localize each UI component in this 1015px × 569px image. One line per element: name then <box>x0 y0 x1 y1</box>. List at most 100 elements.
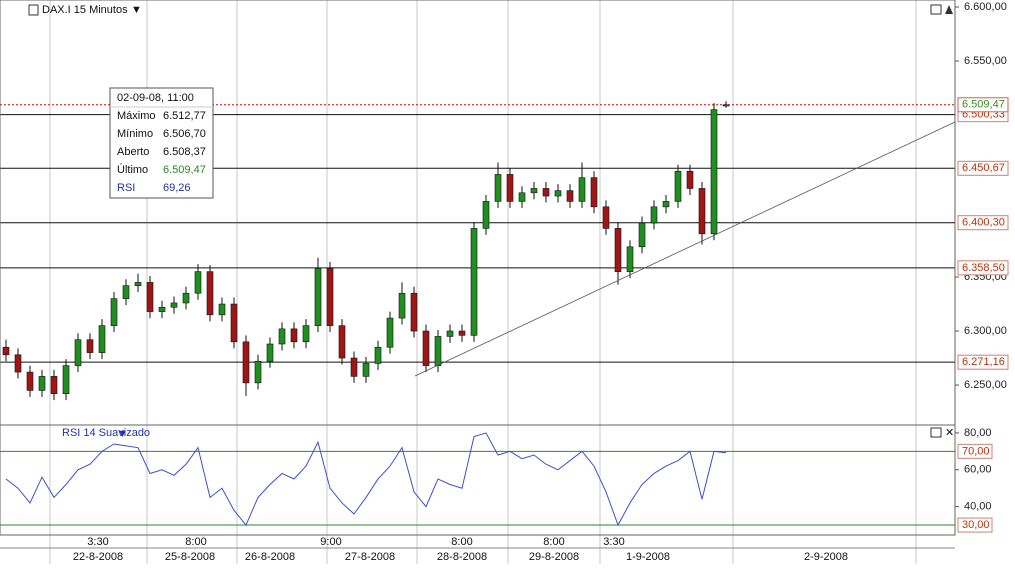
candle-body <box>722 104 730 107</box>
level-label-box <box>957 517 993 533</box>
candle-body <box>614 228 622 272</box>
close-button[interactable]: ✕ <box>945 427 954 439</box>
candle-body <box>482 201 490 229</box>
candle-body <box>578 177 586 202</box>
candle-body <box>14 354 22 373</box>
candle-body <box>110 298 118 326</box>
y-tick-label: 6.600,00 <box>964 1 1007 13</box>
level-label-box <box>957 354 1009 370</box>
candle-body <box>710 109 718 235</box>
candle-body <box>638 222 646 248</box>
candle-body <box>686 170 694 189</box>
tooltip-value: 6.508,37 <box>163 146 206 158</box>
level-label: 6.358,50 <box>962 262 1005 274</box>
x-time-label: 8:00 <box>451 536 472 548</box>
tooltip-value: 69,26 <box>163 182 191 194</box>
candle-body <box>410 292 418 332</box>
candle-body <box>554 190 562 197</box>
candle-body <box>626 246 634 272</box>
candle-body <box>518 192 526 202</box>
symbol-icon[interactable] <box>28 4 39 16</box>
candle-body <box>470 228 478 336</box>
tooltip-label: Aberto <box>117 146 149 158</box>
tooltip-label: Máximo <box>117 110 156 122</box>
candle-body <box>602 206 610 229</box>
level-label: 6.450,67 <box>962 162 1005 174</box>
chart-title[interactable]: DAX.I 15 Minutos <box>42 4 128 16</box>
level-label-box <box>957 97 1009 113</box>
candle-body <box>422 330 430 366</box>
candle-body <box>650 206 658 224</box>
level-label-box <box>957 160 1009 176</box>
dropdown-arrow[interactable]: ▼ <box>117 428 128 440</box>
alert-icon[interactable] <box>945 5 953 14</box>
rsi-level-label: 30,00 <box>962 519 990 531</box>
candle-body <box>506 174 514 202</box>
candle-body <box>386 317 394 348</box>
tooltip: 02-09-08, 11:00 Máximo 6.512,77 Mínimo 6.50… <box>109 87 214 199</box>
candle-body <box>158 306 166 312</box>
rsi-title[interactable]: RSI 14 Suavizado <box>62 427 150 439</box>
candle-body <box>530 188 538 194</box>
maximize-button[interactable] <box>930 4 942 15</box>
candle-body <box>26 371 34 391</box>
candle-body <box>494 174 502 202</box>
rsi-tick-label: 40,00 <box>964 501 992 513</box>
y-tick-label: 6.550,00 <box>964 55 1007 67</box>
candle-body <box>278 328 286 345</box>
candle-body <box>338 325 346 359</box>
candle-body <box>218 303 226 316</box>
tooltip-box <box>109 87 214 199</box>
candle-body <box>350 357 358 377</box>
candle-body <box>86 339 94 353</box>
candle-body <box>434 336 442 366</box>
x-date-label: 25-8-2008 <box>165 551 215 563</box>
candle-body <box>326 268 334 326</box>
y-tick-label: 6.300,00 <box>964 325 1007 337</box>
x-time-label: 3:30 <box>603 536 624 548</box>
tooltip-value: 6.509,47 <box>163 164 206 176</box>
candle-body <box>446 330 454 337</box>
candle-body <box>242 341 250 384</box>
candle-body <box>182 292 190 304</box>
tooltip-label: Mínimo <box>117 128 153 140</box>
maximize-button[interactable] <box>930 427 942 438</box>
candle-body <box>134 282 142 286</box>
level-label-box <box>957 215 1009 231</box>
y-tick-label: 6.250,00 <box>964 379 1007 391</box>
x-time-label: 3:30 <box>87 536 108 548</box>
candle-body <box>398 292 406 319</box>
candle-body <box>122 285 130 299</box>
candle-body <box>266 343 274 362</box>
x-date-label: 29-8-2008 <box>529 551 579 563</box>
tooltip-label: RSI <box>117 182 135 194</box>
rsi-tick-label: 60,00 <box>964 464 992 476</box>
x-date-label: 22-8-2008 <box>73 551 123 563</box>
candle-body <box>314 268 322 326</box>
tooltip-label: Último <box>117 163 148 176</box>
x-date-label: 2-9-2008 <box>804 551 848 563</box>
candle-body <box>362 363 370 377</box>
candle-body <box>674 170 682 202</box>
x-date-label: 26-8-2008 <box>245 551 295 563</box>
candle-body <box>98 325 106 353</box>
x-date-label: 28-8-2008 <box>437 551 487 563</box>
level-label: 6.400,30 <box>962 217 1005 229</box>
candle-body <box>566 190 574 202</box>
level-label-box <box>957 443 993 459</box>
candle-body <box>146 282 154 312</box>
candle-body <box>62 365 70 394</box>
candle-body <box>662 201 670 208</box>
plot <box>0 101 955 527</box>
dropdown-arrow[interactable]: ▼ <box>131 4 142 16</box>
candle-body <box>590 177 598 208</box>
level-label: 6.271,16 <box>962 356 1005 368</box>
x-time-label: 8:00 <box>185 536 206 548</box>
level-label: 6.509,47 <box>962 99 1005 111</box>
x-time-label: 8:00 <box>543 536 564 548</box>
rsi-line <box>5 432 727 527</box>
candle-body <box>302 325 310 343</box>
candle-body <box>2 346 10 356</box>
candle-body <box>374 346 382 364</box>
